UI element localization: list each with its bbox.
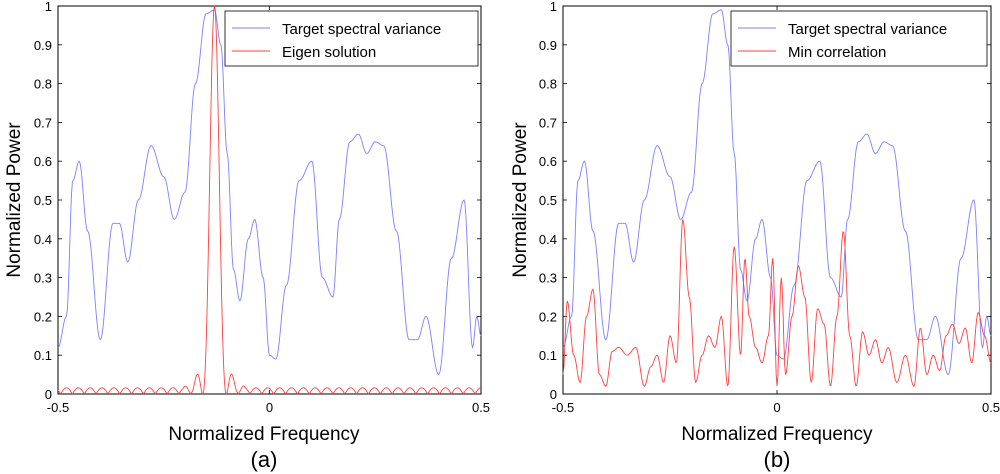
y-tick-label: 0.9 xyxy=(539,38,557,53)
y-tick-label: 0.1 xyxy=(539,348,557,363)
series-line-target-spectral-variance xyxy=(57,9,482,376)
y-tick-label: 0.2 xyxy=(34,309,52,324)
y-tick-label: 0.5 xyxy=(34,193,52,208)
x-tick-label: -0.5 xyxy=(47,400,69,415)
y-axis-label-b: Normalized Power xyxy=(510,122,531,278)
series-lines-a xyxy=(57,4,482,395)
plot-area-a xyxy=(57,5,482,395)
legend-b: Target spectral variance Min correlation xyxy=(730,10,988,67)
y-tick-label: 0.3 xyxy=(34,271,52,286)
legend-label-eigen-a: Eigen solution xyxy=(282,44,376,61)
y-tick-label: 1 xyxy=(45,0,52,14)
y-tick-label: 0.6 xyxy=(34,154,52,169)
y-tick-label: 1 xyxy=(550,0,557,14)
caption-b: (b) xyxy=(764,447,791,472)
y-tick-label: 0.6 xyxy=(539,154,557,169)
y-tick-label: 0 xyxy=(550,387,557,402)
y-tick-label: 0 xyxy=(45,387,52,402)
y-tick-label: 0.1 xyxy=(34,348,52,363)
panel-b: 00.10.20.30.40.50.60.70.80.91 -0.5 0 0.5 T… xyxy=(510,0,1000,472)
series-lines-b xyxy=(562,9,992,388)
legend-box-a xyxy=(224,10,479,67)
x-ticks-b: -0.5 0 0.5 xyxy=(552,6,1000,415)
legend-label-target-a: Target spectral variance xyxy=(282,21,441,38)
y-tick-label: 0.8 xyxy=(34,77,52,92)
y-tick-label: 0.7 xyxy=(539,115,557,130)
x-ticks-a: -0.5 0 0.5 xyxy=(47,6,490,415)
x-axis-label-b: Normalized Frequency xyxy=(681,424,873,445)
panel-a: 00.10.20.30.40.50.60.70.80.91 -0.5 0 0.5 T… xyxy=(4,0,490,472)
x-tick-label: -0.5 xyxy=(552,400,574,415)
series-line-min-correlation xyxy=(562,219,992,388)
y-tick-label: 0.8 xyxy=(539,77,557,92)
y-tick-label: 0.3 xyxy=(539,271,557,286)
legend-label-target-b: Target spectral variance xyxy=(788,21,947,38)
series-line-eigen-solution xyxy=(57,4,482,395)
y-tick-label: 0.9 xyxy=(34,38,52,53)
y-tick-label: 0.4 xyxy=(539,232,557,247)
x-tick-label: 0.5 xyxy=(982,400,1000,415)
y-ticks-a: 0 0.1 0.2 0.3 0.4 0.5 0.6 0.7 0.8 0.9 1 xyxy=(34,0,481,402)
y-ticks-b: 0 0.1 0.2 0.3 0.4 0.5 0.6 0.7 0.8 0.9 1 xyxy=(539,0,991,402)
caption-a: (a) xyxy=(251,447,278,472)
y-tick-label: 0.4 xyxy=(34,232,52,247)
legend-box-b xyxy=(730,10,988,67)
y-tick-label: 0.7 xyxy=(34,115,52,130)
x-tick-label: 0.5 xyxy=(472,400,490,415)
y-tick-label: 0.2 xyxy=(539,309,557,324)
legend-a: Target spectral variance Eigen solution xyxy=(224,10,479,67)
x-axis-label-a: Normalized Frequency xyxy=(168,424,360,445)
x-tick-label: 0 xyxy=(266,400,273,415)
x-tick-label: 0 xyxy=(773,400,780,415)
series-line-target-spectral-variance xyxy=(562,9,992,376)
legend-label-mincorr-b: Min correlation xyxy=(788,44,886,61)
y-axis-label-a: Normalized Power xyxy=(4,122,25,278)
y-tick-label: 0.5 xyxy=(539,193,557,208)
